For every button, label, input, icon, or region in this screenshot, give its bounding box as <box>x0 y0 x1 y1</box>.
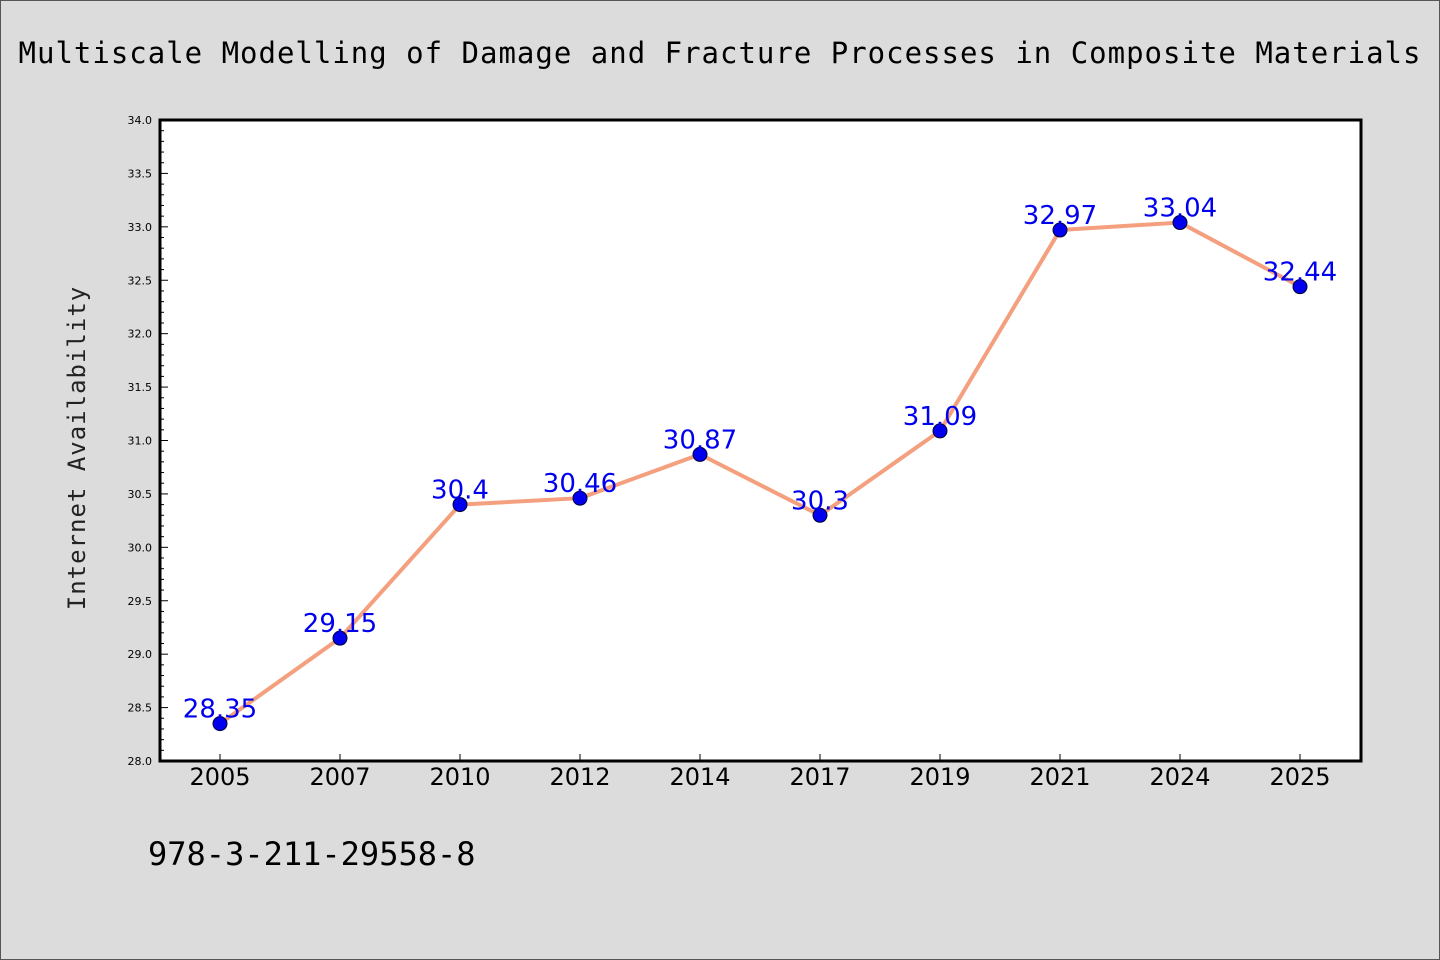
data-label: 30.3 <box>791 486 849 516</box>
data-point <box>1052 222 1068 238</box>
x-tick-label: 2017 <box>789 763 850 791</box>
x-tick-label: 2010 <box>429 763 490 791</box>
data-point <box>572 490 588 506</box>
y-tick-label: 31.0 <box>128 435 153 448</box>
y-tick-label: 30.5 <box>128 488 153 501</box>
data-label: 30.4 <box>431 476 489 506</box>
isbn-footer: 978-3-211-29558-8 <box>148 835 476 873</box>
x-axis: 2005 2007 2010 2012 2014 2017 2019 2021 2024 2025 <box>189 754 1331 791</box>
data-label: 29.15 <box>303 609 377 639</box>
data-point <box>692 446 708 462</box>
data-point <box>1172 215 1188 231</box>
plot-area <box>158 118 1363 763</box>
chart-title: Multiscale Modelling of Damage and Fract… <box>19 36 1422 70</box>
data-label: 30.87 <box>663 425 737 455</box>
data-point <box>452 497 468 513</box>
x-tick-label: 2005 <box>189 763 250 791</box>
y-tick-label: 33.5 <box>128 167 153 180</box>
x-tick-label: 2014 <box>669 763 730 791</box>
y-tick-label: 31.5 <box>128 381 153 394</box>
data-label: 30.46 <box>543 469 617 499</box>
data-label: 32.44 <box>1263 258 1337 288</box>
data-point <box>212 716 228 732</box>
data-point <box>932 423 948 439</box>
data-label: 32.97 <box>1023 201 1097 231</box>
y-tick-label: 34.0 <box>128 114 153 127</box>
data-label: 33.04 <box>1143 194 1217 224</box>
data-label: 31.09 <box>903 402 977 432</box>
x-tick-label: 2025 <box>1269 763 1330 791</box>
y-axis-label: Internet Availability <box>63 286 91 610</box>
y-tick-label: 32.5 <box>128 274 153 287</box>
y-tick-label: 33.0 <box>128 221 153 234</box>
x-tick-label: 2021 <box>1029 763 1090 791</box>
series-group: 28.35 29.15 30.4 30.46 30.87 30.3 31.09 32.97 33… <box>183 194 1337 732</box>
y-axis: 28.0 28.5 29.0 29.5 30.0 30.5 31.0 31.5 32.0 32.5… <box>128 114 168 768</box>
data-label: 28.35 <box>183 695 257 725</box>
y-tick-label: 28.5 <box>128 702 153 715</box>
data-point <box>812 507 828 523</box>
y-tick-label: 30.0 <box>128 541 153 554</box>
x-tick-label: 2012 <box>549 763 610 791</box>
series-line <box>218 220 1302 726</box>
data-point <box>332 630 348 646</box>
y-tick-label: 28.0 <box>128 755 153 768</box>
y-tick-label: 29.5 <box>128 595 153 608</box>
x-tick-label: 2019 <box>909 763 970 791</box>
x-tick-label: 2007 <box>309 763 370 791</box>
x-tick-label: 2024 <box>1149 763 1210 791</box>
y-tick-label: 29.0 <box>128 648 153 661</box>
data-point <box>1292 279 1308 295</box>
y-tick-label: 32.0 <box>128 328 153 341</box>
